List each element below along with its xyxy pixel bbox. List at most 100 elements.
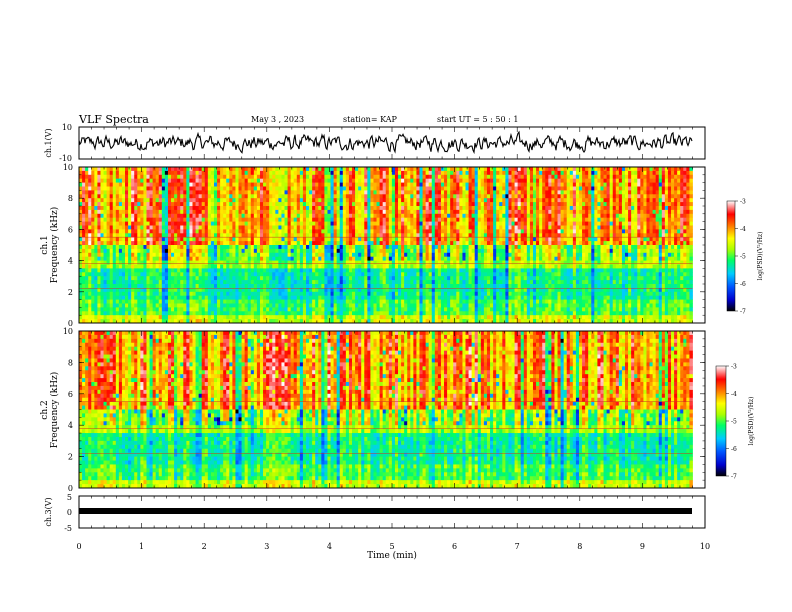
spectrogram-cell bbox=[582, 170, 586, 176]
spectrogram-cell bbox=[621, 221, 626, 226]
spectrogram-cell bbox=[94, 248, 98, 254]
spectrogram-cell bbox=[220, 182, 224, 187]
spectrogram-cell bbox=[450, 256, 454, 261]
spectrogram-cell bbox=[367, 213, 371, 219]
spectrogram-cell bbox=[121, 213, 126, 219]
spectrogram-cell bbox=[364, 221, 368, 226]
spectrogram-cell bbox=[106, 194, 111, 199]
spectrogram-cell bbox=[511, 198, 515, 203]
spectrogram-cell bbox=[330, 206, 334, 211]
spectrogram-cell bbox=[213, 202, 218, 207]
spectrogram-cell bbox=[164, 233, 169, 238]
spectrogram-cell bbox=[278, 260, 282, 265]
spectrogram-cell bbox=[379, 206, 384, 211]
spectrogram-cell bbox=[235, 237, 239, 242]
spectrogram-cell bbox=[318, 186, 322, 191]
spectrogram-cell bbox=[278, 209, 282, 215]
spectrogram-cell bbox=[318, 198, 322, 203]
spectrogram-cell bbox=[204, 213, 209, 219]
spectrogram-cell bbox=[109, 178, 114, 183]
spectrogram-cell bbox=[109, 186, 114, 191]
spectrogram-cell bbox=[146, 174, 150, 180]
spectrogram-cell bbox=[597, 217, 601, 222]
spectrogram-cell bbox=[79, 209, 83, 215]
spectrogram-cell bbox=[637, 213, 641, 219]
spectrogram-cell bbox=[588, 233, 592, 238]
spectrogram-cell bbox=[189, 252, 193, 258]
spectrogram-cell bbox=[333, 248, 338, 254]
spectrogram-cell bbox=[465, 209, 469, 215]
spectrogram-cell bbox=[434, 241, 439, 246]
spectrogram-cell bbox=[318, 237, 322, 242]
spectrogram-cell bbox=[548, 174, 552, 180]
spectrogram-cell bbox=[496, 245, 500, 250]
spectrogram-cell bbox=[161, 233, 166, 238]
spectrogram-cell bbox=[373, 252, 377, 258]
spectrogram-cell bbox=[394, 241, 399, 246]
spectrogram-cell bbox=[167, 225, 172, 230]
spectrogram-cell bbox=[606, 252, 611, 258]
spectrogram-cell bbox=[661, 186, 666, 191]
spectrogram-cell bbox=[542, 202, 546, 207]
spectrogram-cell bbox=[296, 260, 301, 265]
spectrogram-cell bbox=[615, 248, 620, 254]
spectrogram-cell bbox=[256, 182, 261, 187]
spectrogram-cell bbox=[634, 229, 638, 234]
spectrogram-cell bbox=[585, 190, 589, 195]
spectrogram-cell bbox=[625, 198, 629, 203]
spectrogram-cell bbox=[643, 252, 647, 258]
spectrogram-cell bbox=[646, 233, 650, 238]
spectrogram-cell bbox=[517, 241, 522, 246]
spectrogram-cell bbox=[103, 178, 108, 183]
spectrogram-cell bbox=[649, 229, 654, 234]
spectrogram-cell bbox=[649, 202, 654, 207]
spectrogram-cell bbox=[312, 182, 316, 187]
spectrogram-cell bbox=[486, 202, 491, 207]
spectrogram-cell bbox=[444, 233, 448, 238]
spectrogram-cell bbox=[493, 233, 497, 238]
spectrogram-cell bbox=[235, 186, 239, 191]
spectrogram-cell bbox=[407, 202, 411, 207]
spectrogram-cell bbox=[355, 213, 359, 219]
spectrogram-cell bbox=[456, 209, 460, 215]
spectrogram-cell bbox=[253, 167, 258, 172]
spectrogram-cell bbox=[578, 182, 583, 187]
spectrogram-cell bbox=[683, 221, 687, 226]
spectrogram-cell bbox=[689, 182, 693, 187]
spectrogram-cell bbox=[348, 221, 353, 226]
spectrogram-cell bbox=[407, 256, 411, 261]
spectrogram-cell bbox=[164, 229, 169, 234]
spectrogram-cell bbox=[520, 237, 525, 242]
spectrogram-cell bbox=[572, 221, 577, 226]
spectrogram-cell bbox=[671, 213, 675, 219]
spectrogram-cell bbox=[578, 194, 583, 199]
spectrogram-cell bbox=[302, 186, 307, 191]
spectrogram-cell bbox=[266, 237, 270, 242]
spectrogram-cell bbox=[686, 190, 690, 195]
spectrogram-cell bbox=[680, 206, 684, 211]
spectrogram-cell bbox=[278, 190, 282, 195]
spectrogram-cell bbox=[241, 202, 246, 207]
spectrogram-cell bbox=[526, 174, 531, 180]
spectrogram-cell bbox=[259, 198, 264, 203]
spectrogram-cell bbox=[149, 178, 154, 183]
spectrogram-cell bbox=[609, 217, 614, 222]
spectrogram-cell bbox=[517, 225, 522, 230]
spectrogram-cell bbox=[259, 194, 264, 199]
spectrogram-cell bbox=[232, 209, 236, 215]
spectrogram-cell bbox=[149, 170, 154, 176]
spectrogram-cell bbox=[321, 241, 325, 246]
spectrogram-cell bbox=[112, 233, 117, 238]
spectrogram-cell bbox=[131, 209, 135, 215]
spectrogram-cell bbox=[192, 170, 196, 176]
spectrogram-cell bbox=[437, 229, 442, 234]
spectrogram-cell bbox=[542, 167, 546, 172]
spectrogram-cell bbox=[309, 245, 313, 250]
spectrogram-cell bbox=[588, 237, 592, 242]
spectrogram-cell bbox=[480, 170, 485, 176]
spectrogram-cell bbox=[250, 248, 255, 254]
spectrogram-cell bbox=[545, 229, 549, 234]
spectrogram-cell bbox=[419, 186, 423, 191]
spectrogram-cell bbox=[186, 217, 190, 222]
spectrogram-cell bbox=[394, 256, 399, 261]
